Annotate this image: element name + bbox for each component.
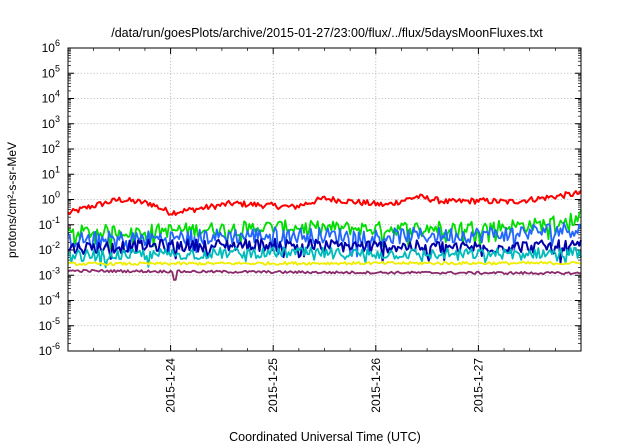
plot-frame — [67, 47, 582, 352]
series-line-2 — [67, 210, 582, 251]
x-tick-label: 2015-1-24 — [164, 358, 178, 413]
y-tick-label: 101 — [42, 164, 60, 181]
y-tick-label: 103 — [42, 114, 60, 131]
series-line-6 — [67, 260, 582, 267]
x-tick-labels: 2015-1-24 2015-1-25 2015-1-26 2015-1-27 — [164, 358, 486, 413]
y-tick-labels: 10-6 10-5 10-4 10-3 10-2 10-1 100 101 102 103 104 1… — [39, 38, 60, 358]
y-tick-label: 100 — [42, 190, 60, 207]
series-line-7 — [67, 268, 582, 281]
y-axis-label: protons/cm²-s-sr-MeV — [5, 142, 19, 258]
series-line-4 — [67, 237, 582, 264]
y-tick-label: 102 — [42, 139, 60, 156]
series-lines — [67, 189, 582, 281]
y-tick-label: 10-5 — [39, 316, 60, 333]
x-tick-label: 2015-1-25 — [266, 358, 280, 413]
series-line-5 — [68, 246, 582, 269]
y-tick-label: 10-6 — [39, 341, 60, 358]
y-tick-label: 105 — [42, 63, 60, 80]
x-axis-label: Coordinated Universal Time (UTC) — [229, 430, 421, 444]
y-tick-label: 104 — [42, 89, 60, 106]
y-tick-label: 10-1 — [39, 215, 60, 232]
y-tick-label: 10-2 — [39, 240, 60, 257]
series-line-3 — [67, 221, 582, 258]
chart-title: /data/run/goesPlots/archive/2015-01-27/2… — [111, 26, 543, 40]
x-tick-label: 2015-1-27 — [471, 358, 485, 413]
series-line-1 — [67, 189, 582, 216]
y-tick-label: 106 — [42, 38, 60, 55]
y-tick-label: 10-3 — [39, 265, 60, 282]
y-tick-label: 10-4 — [39, 291, 60, 308]
x-tick-label: 2015-1-26 — [369, 358, 383, 413]
